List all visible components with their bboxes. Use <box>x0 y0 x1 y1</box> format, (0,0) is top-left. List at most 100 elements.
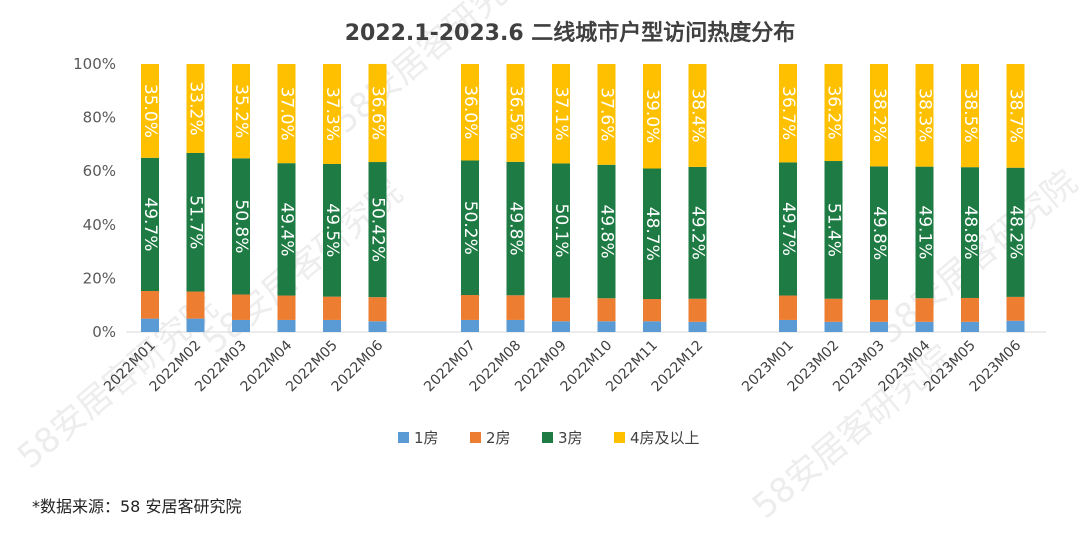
bar-segment-1-2022M04 <box>277 319 296 332</box>
bar-segment-3-2023M01 <box>779 162 797 296</box>
bar-segment-3-2023M02 <box>824 161 843 299</box>
bar-segment-3-2022M12 <box>688 166 707 299</box>
data-label-3-2023M05: 48.8% <box>960 206 980 260</box>
data-label-3-2022M10: 49.8% <box>597 204 617 258</box>
bar-segment-3-2023M06 <box>1006 167 1025 297</box>
bar-segment-3-2023M03 <box>870 166 888 300</box>
bar-segment-2-2023M03 <box>870 299 888 322</box>
data-label-4-2022M04: 37.0% <box>277 87 297 141</box>
bar-segment-3-2023M04 <box>915 166 934 299</box>
bar-segment-3-2022M06 <box>368 162 387 298</box>
bar-segment-4-2022M02 <box>186 64 205 153</box>
bar-segment-2-2022M06 <box>368 297 387 322</box>
bar-segment-4-2022M05 <box>323 64 341 164</box>
data-label-4-2022M06: 36.6% <box>368 86 388 140</box>
data-label-3-2022M04: 49.4% <box>277 202 297 256</box>
y-tick-label: 0% <box>92 323 116 341</box>
data-label-3-2023M06: 48.2% <box>1006 205 1026 259</box>
bar-segment-3-2022M02 <box>186 152 205 292</box>
bar-segment-1-2022M09 <box>552 321 570 332</box>
bar-segment-1-2022M06 <box>368 321 387 332</box>
bar-segment-2-2022M01 <box>141 290 159 319</box>
bar-segment-3-2022M07 <box>461 160 479 296</box>
bar-segment-4-2022M06 <box>368 63 387 163</box>
bar-segment-4-2022M11 <box>643 64 661 169</box>
bar-segment-1-2022M10 <box>597 321 616 332</box>
legend-item-label: 3房 <box>558 429 583 447</box>
legend-swatch <box>542 432 553 443</box>
data-label-4-2022M01: 35.0% <box>140 84 160 138</box>
data-label-4-2023M04: 38.3% <box>915 88 935 142</box>
bar-segment-2-2022M10 <box>597 298 616 322</box>
data-label-4-2023M02: 36.2% <box>824 86 844 140</box>
bar-segment-1-2022M05 <box>323 319 341 332</box>
bar-segment-4-2023M04 <box>915 64 934 167</box>
bar-segment-4-2022M10 <box>597 64 616 165</box>
data-label-3-2022M02: 51.7% <box>186 195 206 249</box>
y-axis: 0% 20% 40% 60% 80% 100% <box>73 55 116 341</box>
bar-segment-4-2022M07 <box>461 64 479 161</box>
bar-segment-4-2022M04 <box>277 64 296 164</box>
bar-segment-2-2022M11 <box>643 299 661 322</box>
y-tick-label: 80% <box>83 109 116 127</box>
bar-segment-3-2022M09 <box>552 163 570 298</box>
bar-segment-2-2022M02 <box>186 291 205 319</box>
bar-segment-2-2023M06 <box>1006 296 1025 321</box>
data-label-3-2022M09: 50.1% <box>551 204 571 258</box>
bar-segment-2-2023M05 <box>961 297 979 322</box>
bar-segment-2-2023M01 <box>779 295 797 320</box>
bar-segment-3-2023M05 <box>961 167 979 298</box>
bar-segment-4-2023M05 <box>961 64 979 168</box>
data-label-4-2022M09: 37.1% <box>551 87 571 141</box>
bar-segment-1-2022M01 <box>141 318 159 332</box>
data-label-3-2022M01: 49.7% <box>140 197 160 251</box>
bar-segment-2-2022M07 <box>461 295 479 320</box>
data-label-4-2023M05: 38.5% <box>960 89 980 143</box>
bar-segment-2-2023M04 <box>915 298 934 322</box>
data-label-3-2023M03: 49.8% <box>869 206 889 260</box>
x-tick-labels: 2022M012022M022022M032022M042022M052022M… <box>101 337 1024 395</box>
data-label-3-2022M07: 50.2% <box>460 201 480 255</box>
y-tick-label: 100% <box>73 55 116 73</box>
data-label-4-2022M02: 33.2% <box>186 81 206 135</box>
bar-segment-3-2022M10 <box>597 164 616 299</box>
data-label-4-2022M08: 36.5% <box>506 86 526 140</box>
bar-segment-4-2022M01 <box>141 64 159 158</box>
bar-segment-4-2023M01 <box>779 64 797 163</box>
data-label-3-2022M06: 50.42% <box>368 197 388 262</box>
bar-segment-1-2022M11 <box>643 321 661 332</box>
data-label-3-2023M01: 49.7% <box>778 202 798 256</box>
bar-segment-2-2022M04 <box>277 295 296 320</box>
chart-title: 2022.1-2023.6 二线城市户型访问热度分布 <box>345 20 796 46</box>
bar-segment-1-2022M08 <box>506 319 525 332</box>
bar-segment-1-2023M03 <box>870 321 888 332</box>
bar-segment-4-2023M03 <box>870 64 888 167</box>
bar-segment-3-2022M04 <box>277 163 296 296</box>
bar-segment-1-2023M05 <box>961 321 979 332</box>
data-label-3-2022M12: 49.2% <box>688 206 708 260</box>
bar-segment-2-2022M05 <box>323 296 341 320</box>
legend-item-label: 4房及以上 <box>630 429 700 447</box>
bar-segment-2-2022M03 <box>232 294 250 320</box>
bar-segment-1-2022M12 <box>688 321 707 332</box>
bar-segment-3-2022M05 <box>323 163 341 297</box>
data-label-4-2022M12: 38.4% <box>688 88 708 142</box>
data-label-4-2023M03: 38.2% <box>869 88 889 142</box>
bar-segment-2-2022M09 <box>552 297 570 322</box>
bar-segment-4-2022M03 <box>232 64 250 159</box>
data-label-4-2023M01: 36.7% <box>778 86 798 140</box>
bars-layer <box>141 63 1025 332</box>
legend-item-label: 1房 <box>414 429 439 447</box>
bar-segment-4-2022M09 <box>552 64 570 164</box>
bar-segment-1-2022M02 <box>186 318 205 332</box>
data-label-3-2022M05: 49.5% <box>322 203 342 257</box>
bar-segment-3-2022M03 <box>232 158 250 295</box>
bar-segment-1-2023M06 <box>1006 320 1025 332</box>
bar-segment-3-2022M11 <box>643 168 661 300</box>
y-tick-label: 20% <box>83 269 116 287</box>
data-label-3-2023M02: 51.4% <box>824 203 844 257</box>
data-labels-layer: 49.7% 51.7% 50.8% 49.4% 49.5% 50.42% 50.2% 49.8… <box>140 81 1026 262</box>
source-note: *数据来源：58 安居客研究院 <box>32 497 241 516</box>
legend-swatch <box>614 432 625 443</box>
